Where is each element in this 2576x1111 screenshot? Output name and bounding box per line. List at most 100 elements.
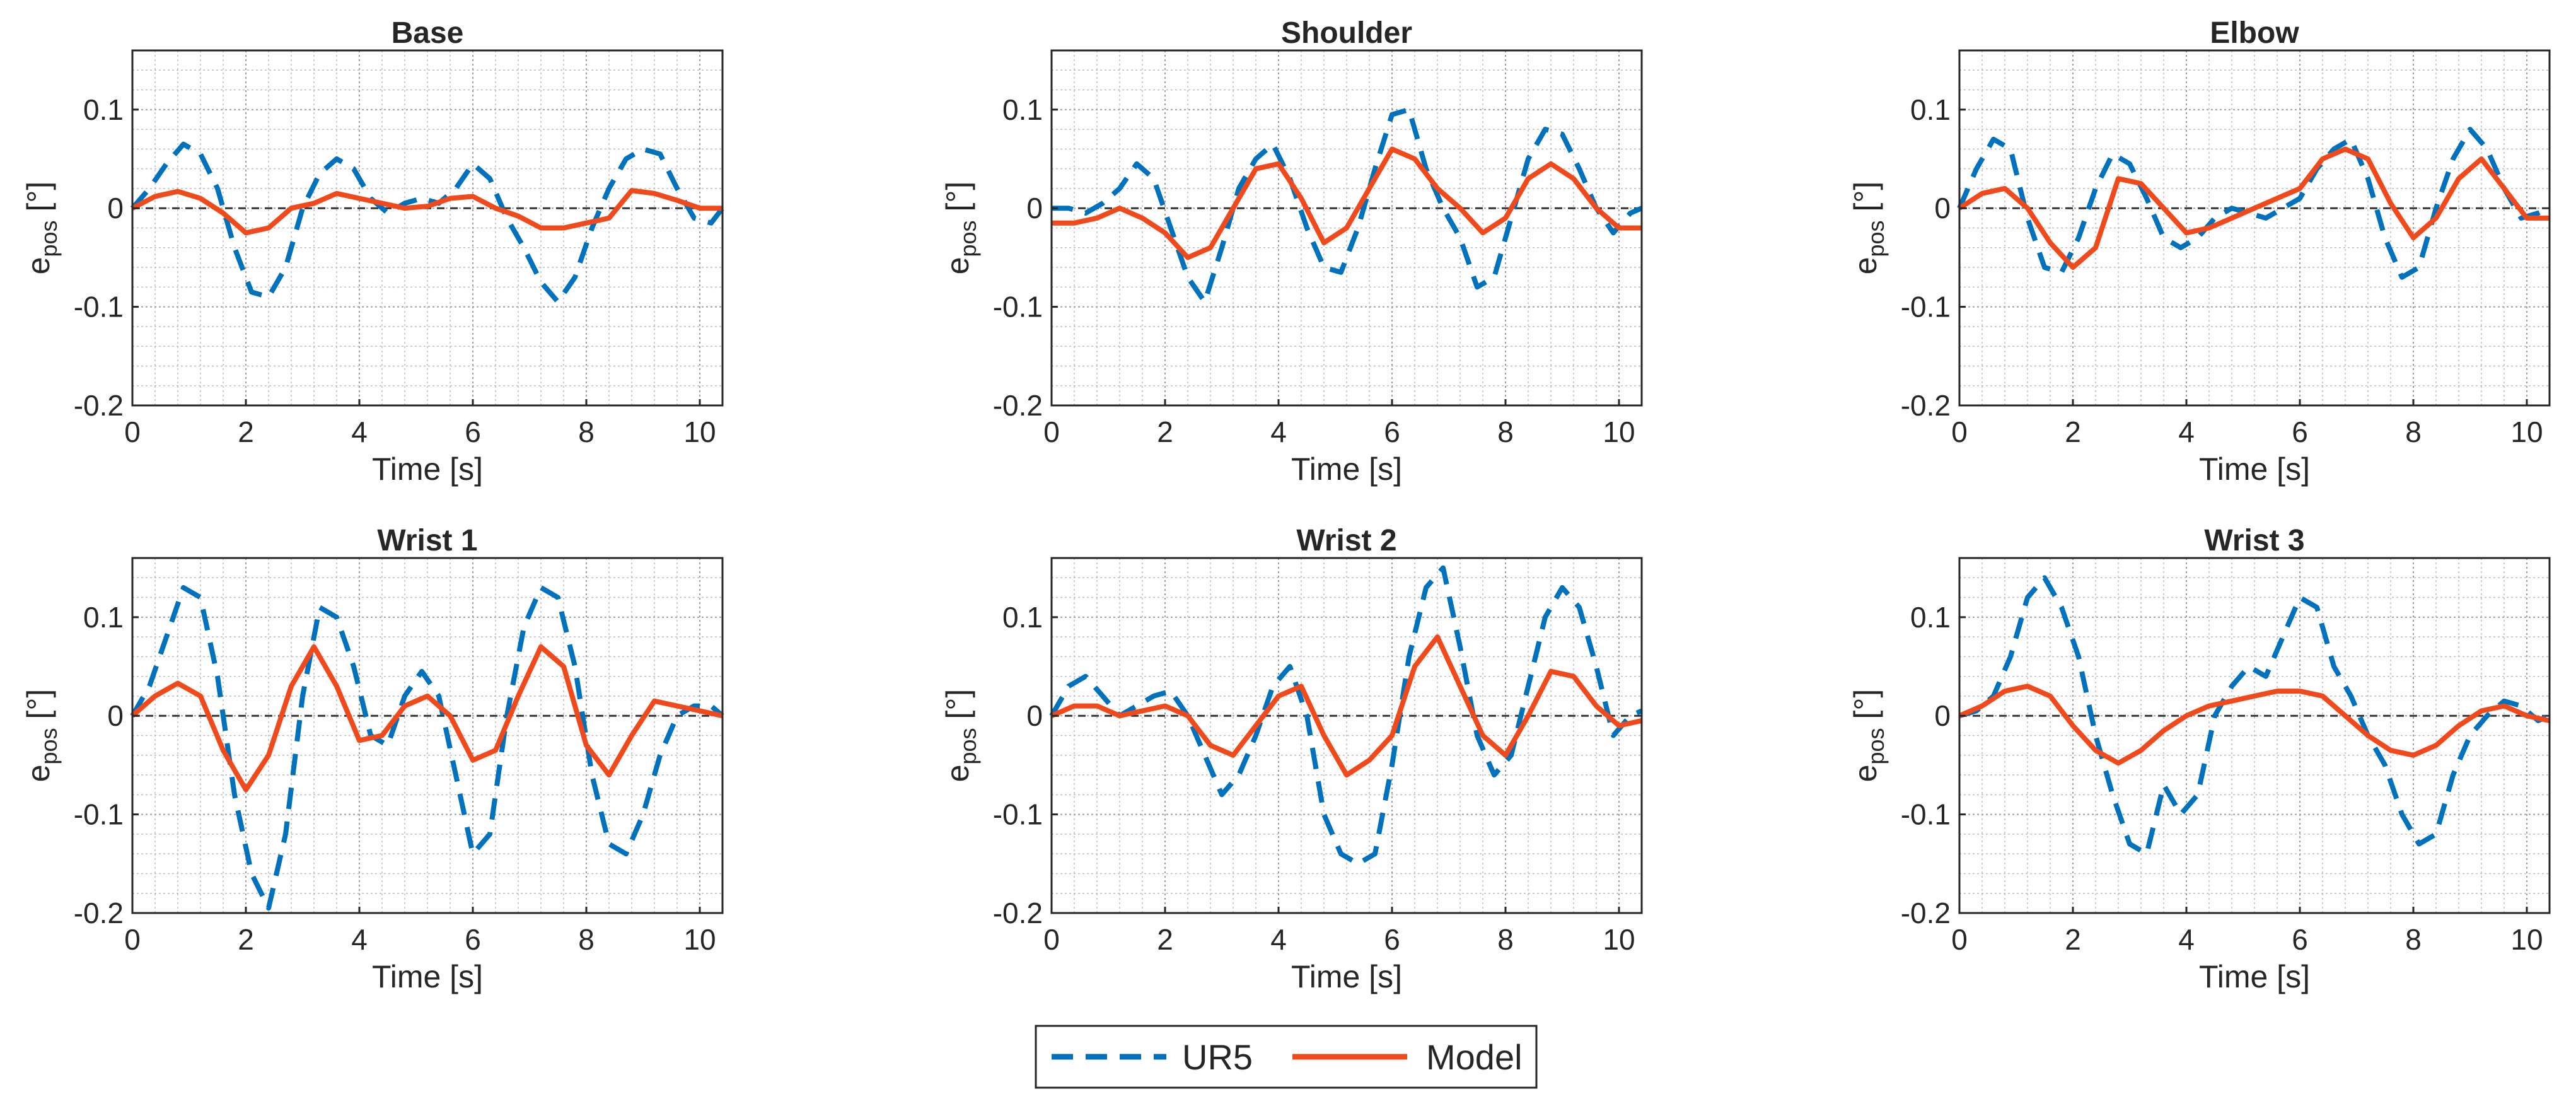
y-tick-label: 0.1 [1910, 601, 1951, 634]
x-axis-label: Time [s] [372, 959, 483, 994]
subplot-title: Wrist 3 [2204, 524, 2304, 557]
x-tick-label: 10 [2510, 923, 2543, 956]
y-axis-label-unit: [°] [940, 689, 975, 719]
y-tick-label: -0.2 [74, 897, 124, 929]
y-axis-label-main: e [940, 765, 975, 782]
x-tick-label: 4 [2178, 416, 2195, 448]
x-tick-label: 10 [683, 923, 716, 956]
y-tick-label: -0.1 [1901, 291, 1951, 323]
x-tick-label: 8 [578, 923, 595, 956]
series-model [1958, 146, 2550, 270]
x-tick-label: 8 [2405, 923, 2422, 956]
subplot-title: Base [392, 16, 464, 50]
x-tick-label: 6 [2292, 923, 2308, 956]
x-tick-label: 4 [351, 416, 368, 448]
legend-label-ur5: UR5 [1182, 1037, 1253, 1077]
series-model [131, 188, 722, 236]
subplot-wrist-3: 0 2 4 6 8 10 -0.2 -0.1 0 0.1 Wrist 3 Time [s] epos [°… [1848, 524, 2551, 994]
series-ur5 [1052, 107, 1643, 305]
y-axis-label-unit: [°] [1848, 689, 1883, 719]
x-tick-label: 0 [124, 416, 141, 448]
x-tick-label: 4 [1270, 416, 1287, 448]
y-tick-label: -0.1 [993, 798, 1043, 831]
x-tick-label: 6 [465, 923, 481, 956]
axes-box [1050, 49, 1643, 407]
series-ur5 [1049, 565, 1643, 866]
subplot-elbow: 0 2 4 6 8 10 -0.2 -0.1 0 0.1 Elbow Time [s] epos [°] [1848, 16, 2551, 487]
legend: UR5 Model [1035, 1025, 1538, 1089]
x-tick-label: 8 [578, 416, 595, 448]
axes-box [131, 49, 724, 407]
x-tick-label: 0 [1951, 416, 1968, 448]
series-ur5 [1957, 127, 2551, 280]
y-axis-label: epos [°] [21, 689, 62, 782]
y-tick-label: 0 [1934, 192, 1951, 224]
axes-box [1958, 49, 2551, 407]
y-tick-label: 0.1 [1002, 93, 1043, 126]
x-tick-label: 2 [238, 923, 254, 956]
x-tick-label: 10 [2510, 416, 2543, 448]
y-axis-label-unit: [°] [21, 689, 56, 719]
y-tick-label: 0.1 [83, 93, 124, 126]
x-tick-label: 2 [238, 416, 254, 448]
x-axis-label: Time [s] [1291, 959, 1402, 994]
y-axis-label-unit: [°] [1848, 182, 1883, 212]
y-axis-label: epos [°] [940, 182, 981, 275]
y-axis-label-unit: [°] [21, 182, 56, 212]
x-tick-label: 0 [1043, 923, 1060, 956]
x-tick-label: 4 [2178, 923, 2195, 956]
legend-box [1035, 1025, 1538, 1089]
series-ur5 [130, 585, 724, 911]
y-axis-label: epos [°] [1848, 182, 1889, 275]
subplot-title: Elbow [2210, 16, 2299, 50]
x-tick-label: 2 [2065, 923, 2081, 956]
series-ur5 [1958, 575, 2551, 857]
y-tick-label: -0.1 [74, 291, 124, 323]
y-tick-label: 0 [1934, 699, 1951, 732]
y-axis-label: epos [°] [940, 689, 981, 782]
subplot-title: Wrist 1 [377, 524, 477, 557]
y-axis-label-subscript: pos [36, 728, 62, 764]
x-tick-label: 10 [1603, 416, 1635, 448]
y-tick-label: 0 [1026, 192, 1043, 224]
y-axis-label-main: e [1848, 765, 1883, 782]
x-axis-label: Time [s] [2199, 451, 2310, 487]
y-tick-label: -0.2 [993, 389, 1043, 422]
y-axis-label-subscript: pos [36, 220, 62, 257]
x-axis-label: Time [s] [2199, 959, 2310, 994]
y-tick-label: 0 [1026, 699, 1043, 732]
axes-box [1050, 557, 1643, 914]
axes-box [1958, 557, 2551, 914]
y-axis-label-subscript: pos [955, 728, 981, 764]
x-tick-label: 10 [1603, 923, 1635, 956]
subplot-base: 0 2 4 6 8 10 -0.2 -0.1 0 0.1 Base Time [s] epos [°] [21, 16, 725, 487]
subplot-wrist-2: 0 2 4 6 8 10 -0.2 -0.1 0 0.1 Wrist 2 Time [s] epos [°… [940, 524, 1643, 994]
y-tick-label: 0 [107, 699, 124, 732]
y-axis-label-subscript: pos [1863, 220, 1889, 257]
x-tick-label: 2 [1157, 923, 1173, 956]
x-tick-label: 8 [1497, 416, 1514, 448]
y-axis-label-subscript: pos [955, 220, 981, 257]
x-tick-label: 10 [683, 416, 716, 448]
y-tick-label: 0 [107, 192, 124, 224]
y-tick-label: -0.1 [74, 798, 124, 831]
x-tick-label: 6 [1384, 923, 1400, 956]
y-tick-label: -0.1 [1901, 798, 1951, 831]
y-axis-label-main: e [1848, 257, 1883, 275]
y-tick-label: -0.2 [74, 389, 124, 422]
x-tick-label: 6 [1384, 416, 1400, 448]
y-axis-label-main: e [940, 257, 975, 275]
y-tick-label: 0.1 [1910, 93, 1951, 126]
x-tick-label: 8 [2405, 416, 2422, 448]
x-tick-label: 2 [1157, 416, 1173, 448]
y-tick-label: -0.2 [1901, 897, 1951, 929]
y-tick-label: -0.2 [993, 897, 1043, 929]
y-axis-label: epos [°] [21, 182, 62, 275]
series-model [1958, 683, 2550, 766]
y-tick-label: -0.1 [993, 291, 1043, 323]
x-tick-label: 0 [1043, 416, 1060, 448]
y-axis-label-unit: [°] [940, 182, 975, 212]
x-tick-label: 0 [124, 923, 141, 956]
